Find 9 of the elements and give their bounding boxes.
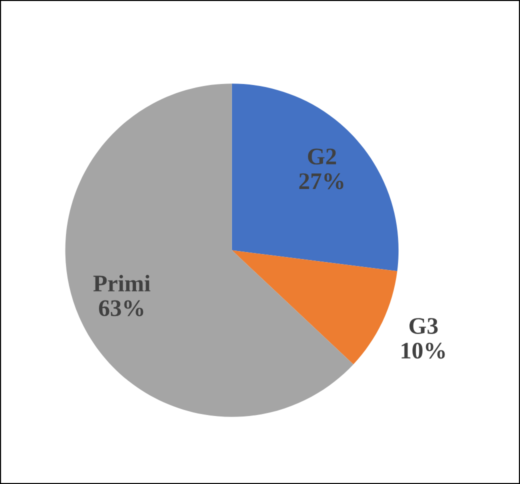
data-label: 27%: [299, 173, 344, 190]
slice-label: G2: [308, 148, 336, 164]
slice-label: Primi: [93, 274, 150, 292]
pie-slice: [232, 250, 398, 364]
pie-slice: [65, 84, 354, 417]
slice-label: G3: [409, 318, 438, 334]
pie-slice: [232, 84, 399, 272]
data-label: 10%: [402, 342, 445, 359]
data-label: 63%: [99, 300, 144, 316]
